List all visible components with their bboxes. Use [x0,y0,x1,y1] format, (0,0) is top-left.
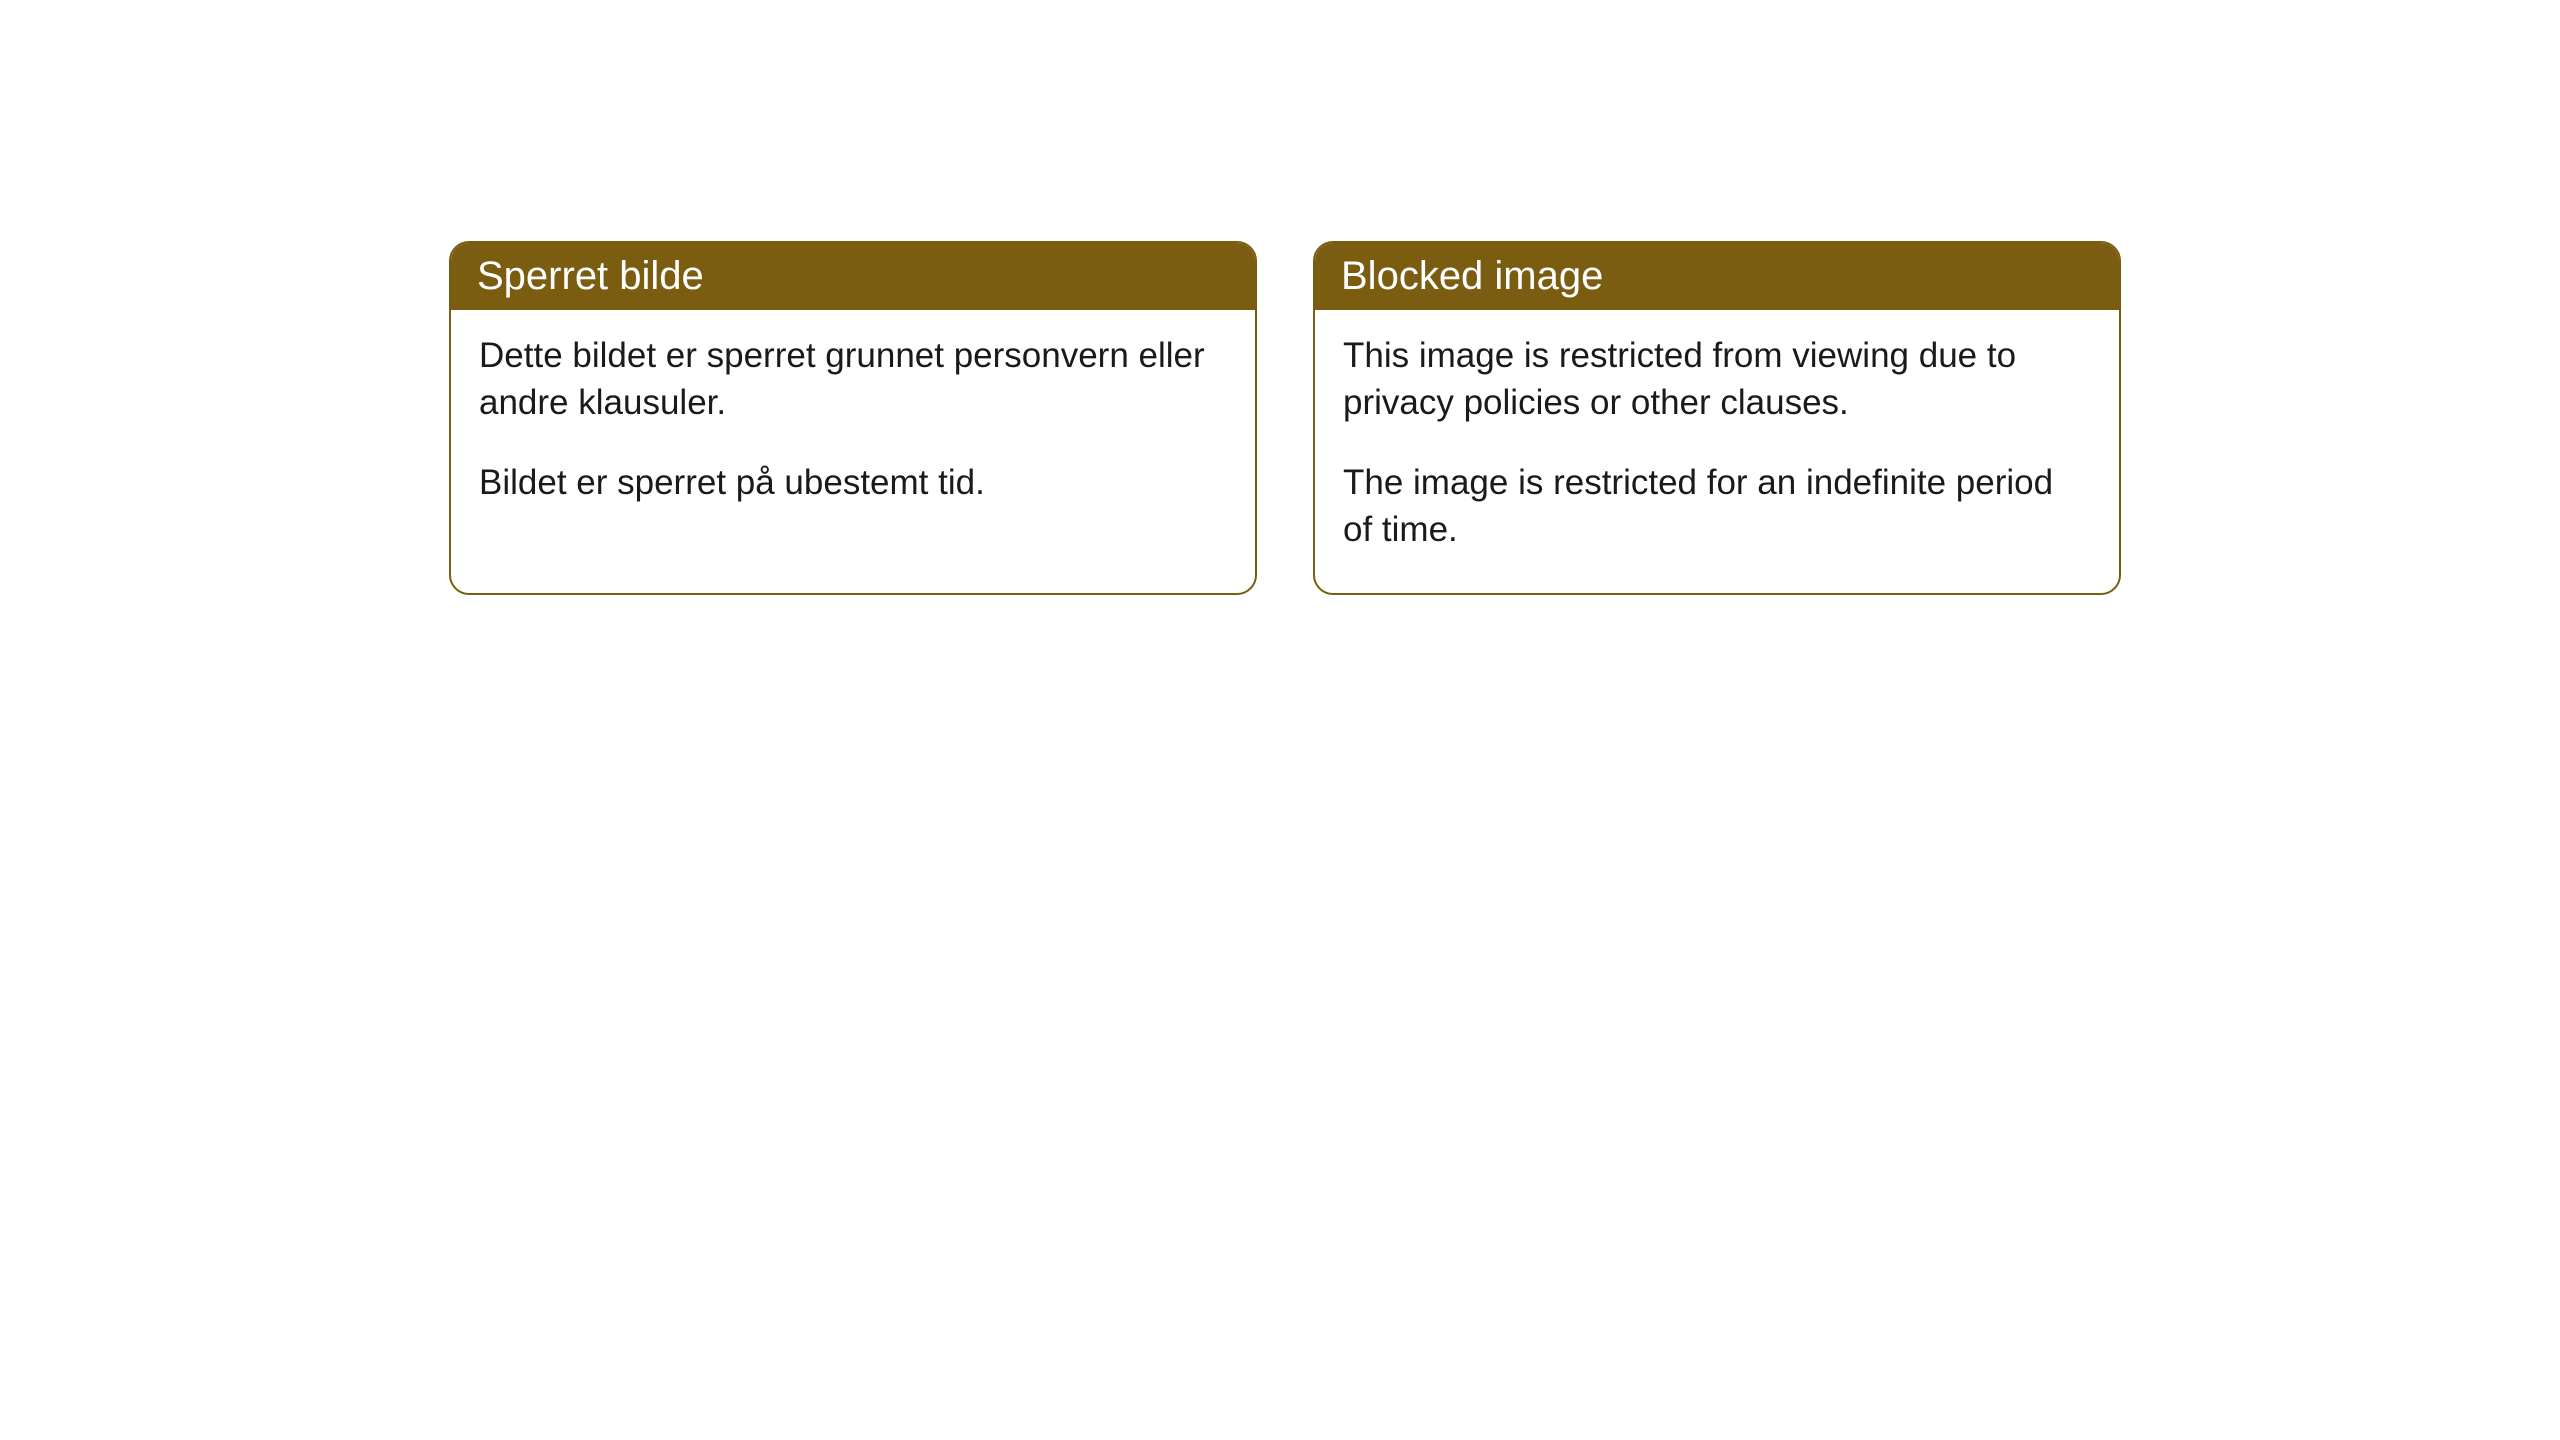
notice-body-norwegian: Dette bildet er sperret grunnet personve… [451,310,1255,546]
notice-card-english: Blocked image This image is restricted f… [1313,241,2121,595]
notice-card-norwegian: Sperret bilde Dette bildet er sperret gr… [449,241,1257,595]
notice-header-norwegian: Sperret bilde [451,243,1255,310]
notice-paragraph-2-norwegian: Bildet er sperret på ubestemt tid. [479,459,1227,506]
notice-body-english: This image is restricted from viewing du… [1315,310,2119,593]
notice-header-english: Blocked image [1315,243,2119,310]
notice-paragraph-2-english: The image is restricted for an indefinit… [1343,459,2091,554]
notice-container: Sperret bilde Dette bildet er sperret gr… [0,0,2560,595]
notice-paragraph-1-norwegian: Dette bildet er sperret grunnet personve… [479,332,1227,427]
notice-paragraph-1-english: This image is restricted from viewing du… [1343,332,2091,427]
